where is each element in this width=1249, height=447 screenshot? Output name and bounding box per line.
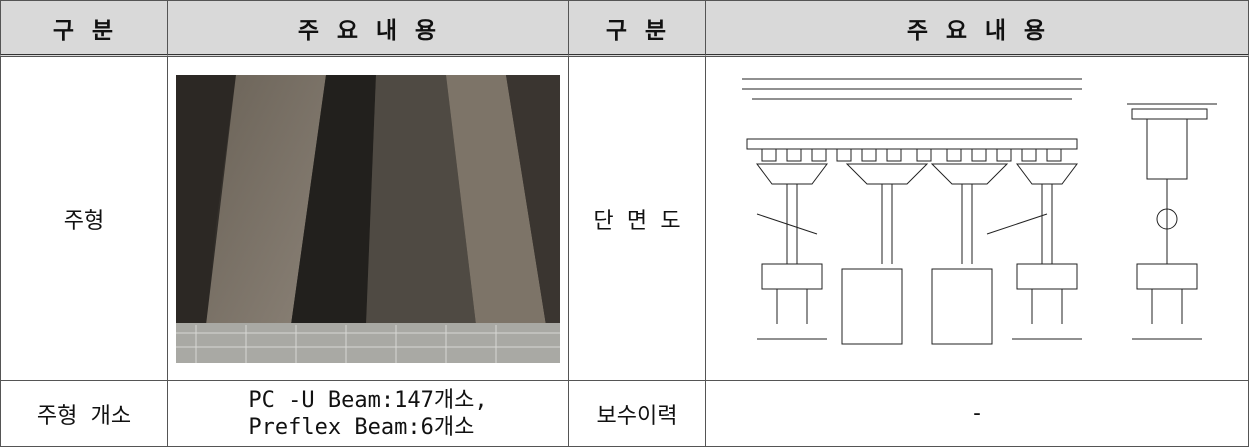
content-cell: PC -U Beam:147개소, Preflex Beam:6개소 [167,380,569,447]
cross-section-drawing [742,78,1217,344]
photo-cell [167,56,569,381]
content-cell: - [705,380,1249,447]
content-line: PC -U Beam:147개소, [248,387,488,413]
drawing-cell [705,56,1249,381]
girder-photo [176,74,560,363]
row-label: 보수이력 [568,380,706,447]
header-cell: 주 요 내 용 [167,0,569,57]
content-lines: PC -U Beam:147개소, Preflex Beam:6개소 [248,387,487,441]
row-label: 주형 개소 [0,380,168,447]
row-label: 단 면 도 [568,56,706,381]
content-line: Preflex Beam:6개소 [248,414,475,440]
header-cell: 구 분 [568,0,706,57]
header-cell: 구 분 [0,0,168,57]
header-cell: 주 요 내 용 [705,0,1249,57]
row-label: 주형 [0,56,168,381]
